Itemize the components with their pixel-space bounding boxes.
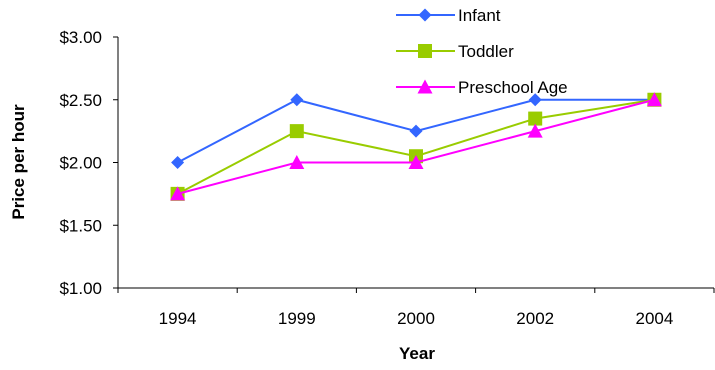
series-toddler [170, 92, 662, 201]
legend-marker [418, 8, 432, 22]
x-tick-label: 2002 [516, 309, 554, 328]
legend-label: Preschool Age [458, 78, 568, 97]
x-axis-title: Year [399, 344, 435, 363]
x-tick-label: 1994 [159, 309, 197, 328]
x-tick-label: 2004 [635, 309, 673, 328]
data-point-toddler [528, 111, 543, 126]
y-tick-label: $1.00 [59, 279, 102, 298]
x-tick-label: 1999 [278, 309, 316, 328]
legend-label: Toddler [458, 42, 514, 61]
y-tick-label: $3.00 [59, 28, 102, 47]
data-point-preschool-age [289, 155, 305, 169]
legend-label: Infant [458, 6, 501, 25]
series-line-toddler [177, 98, 655, 195]
x-axis: 1994 1999 2000 2002 2004 [117, 287, 715, 328]
legend-item-toddler: Toddler [396, 42, 514, 61]
y-axis-title: Price per hour [9, 104, 28, 220]
y-axis: $1.00 $1.50 $2.00 $2.50 $3.00 [59, 28, 119, 298]
data-point-infant [290, 93, 304, 107]
y-tick-label: $2.50 [59, 91, 102, 110]
data-point-preschool-age [170, 186, 186, 201]
data-point-preschool-age [527, 123, 543, 138]
y-tick-label: $2.00 [59, 154, 102, 173]
legend-marker [418, 44, 432, 58]
series-line-preschool-age [177, 98, 655, 195]
data-point-infant [171, 156, 185, 169]
series-layer [170, 92, 662, 201]
y-tick-label: $1.50 [59, 216, 102, 235]
data-point-toddler [289, 124, 304, 139]
legend-item-preschool-age: Preschool Age [396, 78, 568, 97]
legend-marker [417, 79, 433, 94]
x-tick-label: 2000 [397, 309, 435, 328]
data-point-preschool-age [646, 92, 662, 107]
legend: Infant Toddler Preschool Age [396, 6, 568, 97]
series-preschool-age [170, 92, 662, 201]
data-point-preschool-age [408, 155, 424, 169]
legend-item-infant: Infant [396, 6, 501, 25]
data-point-infant [528, 93, 542, 107]
data-point-infant [409, 124, 423, 138]
